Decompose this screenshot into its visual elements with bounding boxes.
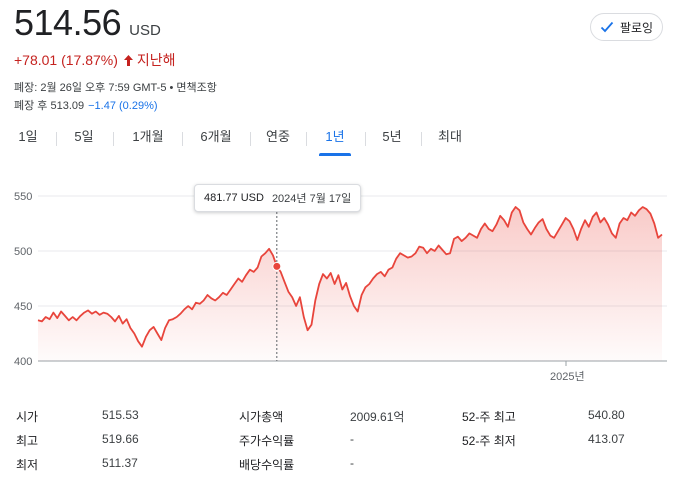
tab-divider	[306, 132, 307, 146]
stat-label: 주가수익률	[239, 434, 295, 448]
stat-value: 413.07	[588, 432, 625, 446]
close-info: 폐장: 2월 26일 오후 7:59 GMT-5 • 면책조항	[14, 82, 217, 94]
stat-pe-ratio: 주가수익률 -	[239, 432, 354, 449]
stat-label: 최저	[16, 458, 39, 472]
price-line	[37, 206, 663, 348]
stat-dividend-yield: 배당수익률 -	[239, 456, 354, 473]
after-hours-change: −1.47 (0.29%)	[88, 100, 158, 112]
stat-value: 511.37	[102, 456, 138, 470]
tab-divider	[113, 132, 114, 146]
stat-value: 515.53	[102, 408, 139, 422]
after-hours-price: 폐장 후 513.09	[14, 100, 85, 112]
tab-divider	[182, 132, 183, 146]
y-tick-label: 550	[14, 191, 32, 203]
stat-label: 최고	[16, 434, 39, 448]
stat-label: 52-주 최저	[462, 434, 516, 448]
price-area	[38, 207, 662, 361]
tab-divider	[56, 132, 57, 146]
stat-52w-low: 52-주 최저 413.07	[462, 432, 625, 449]
tab-label: 연중	[266, 129, 290, 144]
follow-button[interactable]: 팔로잉	[590, 13, 663, 41]
tab-ytd[interactable]: 연중	[262, 126, 294, 156]
tab-label: 1년	[325, 129, 345, 144]
tab-6m[interactable]: 6개월	[194, 126, 238, 156]
change-value: +78.01 (17.87%)	[14, 52, 118, 68]
tab-divider	[250, 132, 251, 146]
stat-52w-high: 52-주 최고 540.80	[462, 408, 625, 425]
currency-label: USD	[129, 22, 161, 39]
tab-5y[interactable]: 5년	[378, 126, 406, 156]
price-change: +78.01 (17.87%) 지난해	[14, 50, 176, 70]
tooltip-value: 481.77 USD	[204, 192, 264, 204]
tab-5d[interactable]: 5일	[70, 126, 98, 156]
tab-1y[interactable]: 1년	[319, 126, 351, 156]
follow-label: 팔로잉	[619, 20, 654, 35]
stat-value: -	[350, 456, 354, 470]
stat-value: 540.80	[588, 408, 625, 422]
stat-label: 52-주 최고	[462, 410, 516, 424]
stat-value: -	[350, 432, 354, 446]
tab-1m[interactable]: 1개월	[126, 126, 170, 156]
tab-label: 6개월	[200, 129, 232, 144]
tab-label: 최대	[438, 129, 462, 144]
stat-low: 최저 511.37	[16, 456, 138, 473]
tab-label: 5일	[74, 129, 94, 144]
tab-label: 1개월	[132, 129, 164, 144]
tab-divider	[365, 132, 366, 146]
tab-1d[interactable]: 1일	[14, 126, 42, 156]
stat-market-cap: 시가총액 2009.61억	[239, 408, 404, 425]
change-period: 지난해	[136, 52, 176, 68]
tab-label: 5년	[382, 129, 402, 144]
y-tick-label: 500	[14, 246, 32, 258]
arrow-up-icon	[123, 54, 133, 66]
tooltip-date: 2024년 7월 17일	[271, 193, 352, 205]
checkmark-icon	[600, 21, 614, 33]
after-hours-info: 폐장 후 513.09 −1.47 (0.29%)	[14, 97, 158, 113]
current-price: 514.56	[14, 2, 122, 43]
stat-open: 시가 515.53	[16, 408, 139, 425]
y-tick-label: 450	[14, 301, 32, 313]
tab-label: 1일	[18, 129, 38, 144]
stat-value: 519.66	[102, 432, 139, 446]
stat-value: 2009.61억	[350, 410, 405, 424]
x-tick-label: 2025년	[550, 370, 585, 383]
hover-point	[272, 261, 282, 271]
stat-high: 최고 519.66	[16, 432, 139, 449]
tab-max[interactable]: 최대	[434, 126, 466, 156]
stat-label: 시가총액	[239, 410, 284, 424]
chart-tooltip: 481.77 USD 2024년 7월 17일	[194, 184, 362, 212]
y-tick-label: 400	[14, 356, 32, 368]
price-header: 514.56 USD	[14, 2, 161, 44]
stat-label: 배당수익률	[239, 458, 295, 472]
tab-divider	[421, 132, 422, 146]
stat-label: 시가	[16, 410, 39, 424]
